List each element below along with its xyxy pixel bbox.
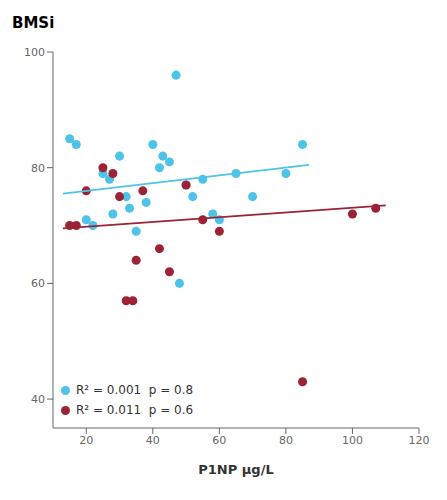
- svg-text:40: 40: [31, 393, 45, 406]
- html-text:BMSi: BMSi: [12, 14, 55, 32]
- svg-text:100: 100: [342, 434, 363, 447]
- svg-text:100: 100: [24, 46, 45, 59]
- svg-text:40: 40: [146, 434, 160, 447]
- html-text:R² = 0.011 p = 0.6: R² = 0.011 p = 0.6: [76, 403, 194, 417]
- svg-text:120: 120: [409, 434, 430, 447]
- svg-text:80: 80: [279, 434, 293, 447]
- svg-text:60: 60: [212, 434, 226, 447]
- svg-text:80: 80: [31, 162, 45, 175]
- svg-text:P1NP μg/L: P1NP μg/L: [198, 462, 273, 477]
- svg-text:60: 60: [31, 277, 45, 290]
- svg-text:20: 20: [79, 434, 93, 447]
- html-text:R² = 0.001 p = 0.8: R² = 0.001 p = 0.8: [76, 383, 194, 397]
